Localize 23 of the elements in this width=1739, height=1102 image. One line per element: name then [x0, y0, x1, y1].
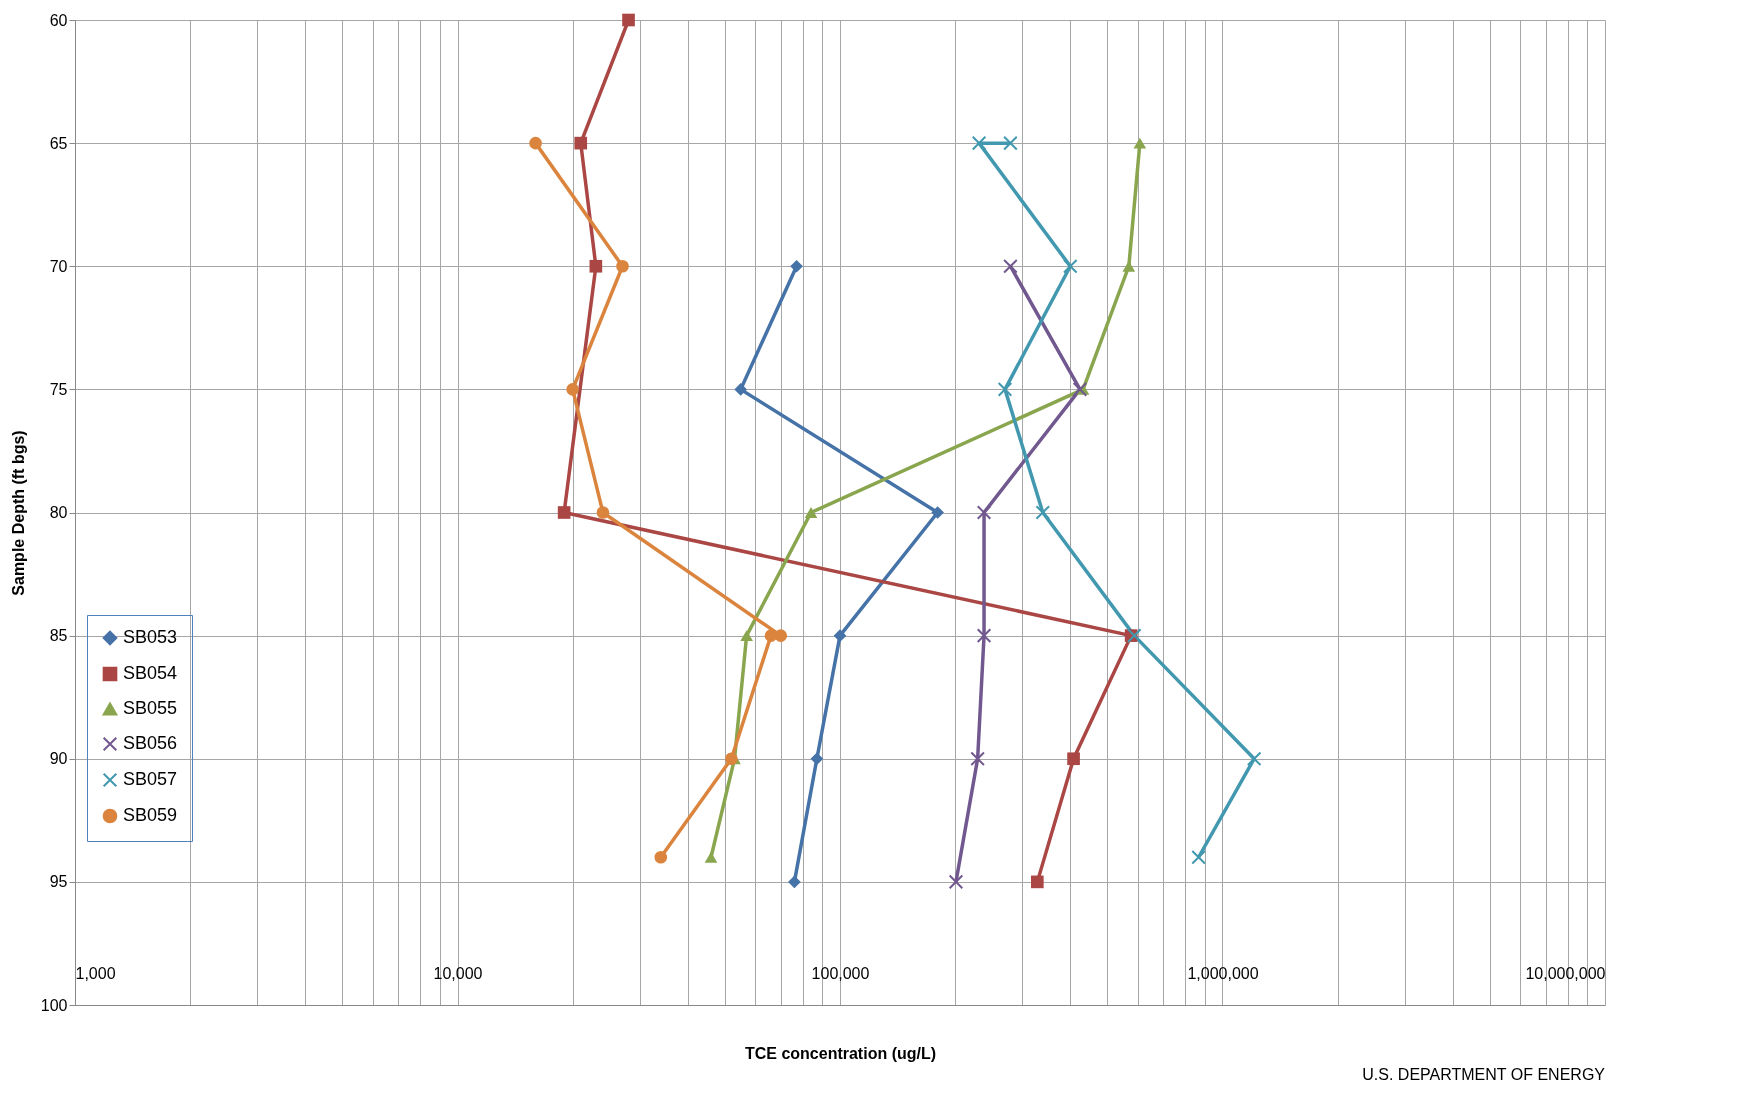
x-tick-label: 10,000,000 [1525, 964, 1606, 982]
legend-label: SB056 [123, 733, 178, 753]
legend-label: SB055 [123, 698, 178, 718]
legend-label: SB054 [123, 663, 178, 683]
y-tick-label: 70 [49, 257, 68, 275]
x-tick-label: 1,000 [75, 964, 116, 982]
legend-label: SB059 [123, 805, 178, 825]
legend-label: SB053 [123, 627, 178, 647]
y-tick-label: 100 [40, 996, 68, 1014]
text: U.S. DEPARTMENT OF ENERGY [1362, 1066, 1606, 1083]
legend-label: SB057 [123, 769, 178, 789]
y-tick-label: 80 [49, 504, 68, 521]
x-tick-label: 100,000 [811, 964, 870, 982]
x-tick-label: 10,000 [433, 964, 483, 982]
x-tick-label: 1,000,000 [1187, 964, 1259, 982]
y-axis-title: Sample Depth (ft bgs) [9, 430, 27, 596]
y-tick-label: 90 [49, 750, 68, 768]
x-axis-title: TCE concentration (ug/L) [744, 1045, 937, 1062]
y-tick-label: 60 [49, 11, 68, 29]
y-tick-label: 85 [49, 627, 68, 645]
y-tick-label: 75 [49, 380, 68, 398]
y-tick-label: 65 [49, 134, 68, 152]
y-tick-label: 95 [49, 873, 68, 891]
